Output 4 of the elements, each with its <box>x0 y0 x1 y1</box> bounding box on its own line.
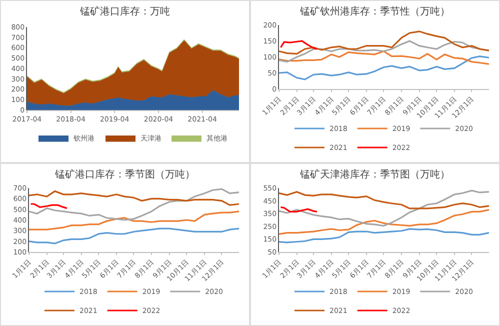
chart-title: 锰矿钦州港库存：季节性（万吨） <box>299 5 450 18</box>
chart-title: 锰矿天津港库存：季节图（万吨） <box>299 168 450 180</box>
chart-title: 锰矿港口库存：季节图（万吨） <box>54 168 195 180</box>
chart-title: 锰矿港口库存：万吨 <box>79 5 170 18</box>
